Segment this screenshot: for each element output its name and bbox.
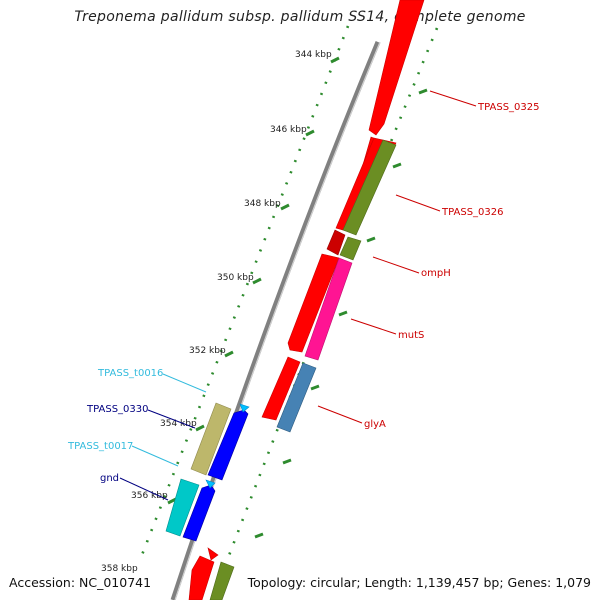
gene-label[interactable]: ompH	[421, 268, 451, 279]
tick-mark	[167, 497, 177, 505]
gene-TPASS_t0016-khaki[interactable]	[190, 402, 232, 476]
gene-bottom-olive[interactable]	[209, 561, 235, 600]
tick-label: 354 kbp	[160, 419, 197, 429]
leader-line	[350, 318, 397, 335]
tick-label: 346 kbp	[270, 125, 307, 135]
tick-label: 358 kbp	[101, 564, 138, 574]
gene-olive-small[interactable]	[339, 236, 362, 261]
leader-line	[317, 405, 363, 424]
leader-line	[119, 477, 169, 501]
leader-line	[372, 256, 420, 274]
genome-summary-text: Topology: circular; Length: 1,139,457 bp…	[247, 575, 591, 590]
leader-line	[162, 373, 207, 393]
gene-label[interactable]: TPASS_0325	[477, 102, 539, 113]
gene-label[interactable]: TPASS_0326	[441, 207, 503, 218]
gene-trna-cyan-marker-2[interactable]	[205, 479, 216, 489]
tick-mark	[392, 162, 402, 169]
gene-TPASS_t0017-cyan[interactable]	[165, 478, 200, 537]
tick-mark	[195, 424, 205, 432]
gene-TPASS_0325-arrow[interactable]	[368, 0, 425, 136]
tick-label: 348 kbp	[244, 199, 281, 209]
tick-mark	[310, 384, 320, 391]
tick-mark	[254, 532, 264, 539]
tick-label: 352 kbp	[189, 346, 226, 356]
gene-label[interactable]: gnd	[100, 473, 119, 484]
gene-label[interactable]: mutS	[398, 330, 424, 341]
gene-mutS-magenta[interactable]	[304, 257, 353, 361]
tick-mark	[280, 203, 290, 211]
tick-mark	[366, 236, 376, 243]
gene-bottom-red-arrow[interactable]	[207, 547, 219, 561]
tick-label: 356 kbp	[131, 491, 168, 501]
leader-line	[147, 409, 196, 429]
leader-line	[429, 90, 477, 107]
tick-mark	[282, 458, 292, 465]
gene-ompH-arrow[interactable]	[326, 229, 346, 256]
gene-glyA-red-segment[interactable]	[261, 356, 301, 421]
gene-trna-cyan-marker[interactable]	[239, 403, 250, 413]
gene-TPASS_0326-olive[interactable]	[342, 139, 397, 236]
gene-label[interactable]: TPASS_t0016	[97, 368, 163, 379]
leader-line	[131, 445, 179, 467]
gene-label[interactable]: glyA	[364, 419, 386, 430]
tick-mark	[252, 277, 262, 285]
tick-label: 344 kbp	[295, 50, 332, 60]
tick-mark	[305, 129, 315, 137]
accession-text: Accession: NC_010741	[9, 575, 152, 590]
gene-mutS-red-segment[interactable]	[287, 253, 340, 353]
gene-bottom-red[interactable]	[188, 555, 215, 600]
tick-mark	[338, 310, 348, 317]
tick-mark	[224, 350, 234, 358]
gene-label[interactable]: TPASS_0330	[86, 404, 148, 415]
outer-dotted-track	[138, 25, 350, 561]
tick-mark	[330, 56, 340, 64]
leader-line	[395, 194, 441, 212]
gene-label[interactable]: TPASS_t0017	[67, 441, 133, 452]
tick-mark	[418, 88, 428, 95]
tick-label: 350 kbp	[217, 273, 254, 283]
gene-glyA-steelblue[interactable]	[276, 362, 317, 433]
